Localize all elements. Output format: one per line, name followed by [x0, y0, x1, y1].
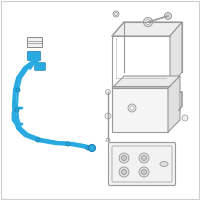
Circle shape: [128, 104, 136, 112]
Circle shape: [106, 90, 110, 95]
Circle shape: [130, 106, 134, 110]
Circle shape: [16, 88, 20, 92]
Bar: [112, 88, 168, 132]
FancyBboxPatch shape: [35, 63, 45, 70]
Circle shape: [139, 153, 149, 163]
Polygon shape: [112, 22, 182, 36]
FancyBboxPatch shape: [108, 142, 176, 186]
Circle shape: [142, 170, 146, 174]
Circle shape: [122, 156, 127, 160]
Circle shape: [119, 153, 129, 163]
FancyBboxPatch shape: [28, 38, 42, 47]
Polygon shape: [112, 76, 180, 88]
FancyBboxPatch shape: [28, 51, 40, 60]
Circle shape: [36, 138, 40, 142]
Circle shape: [86, 146, 90, 150]
Circle shape: [113, 11, 119, 17]
Circle shape: [119, 167, 129, 177]
Circle shape: [122, 170, 127, 174]
Circle shape: [139, 167, 149, 177]
Circle shape: [114, 12, 118, 16]
Circle shape: [66, 142, 70, 146]
Circle shape: [15, 108, 19, 112]
Circle shape: [144, 18, 153, 26]
Polygon shape: [168, 76, 180, 132]
Polygon shape: [170, 22, 182, 86]
Circle shape: [182, 115, 188, 121]
Circle shape: [166, 14, 170, 18]
Circle shape: [88, 144, 96, 152]
Circle shape: [106, 138, 110, 142]
Circle shape: [164, 12, 172, 20]
Ellipse shape: [160, 162, 168, 166]
Circle shape: [142, 156, 146, 160]
Circle shape: [105, 113, 111, 119]
Circle shape: [146, 20, 151, 24]
